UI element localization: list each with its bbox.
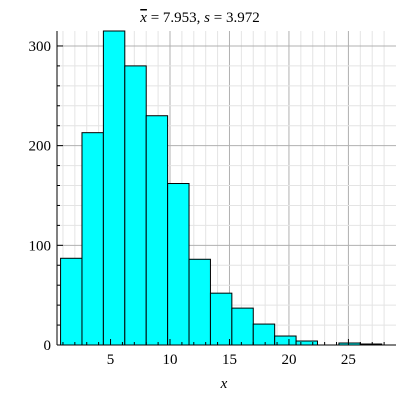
- x-axis-label: x: [220, 376, 228, 392]
- histogram-bar: [188, 258, 211, 346]
- y-tick-label: 0: [44, 338, 52, 354]
- histogram-bar: [145, 115, 169, 346]
- histogram-bar: [124, 65, 147, 346]
- x-tick-label: 25: [341, 352, 356, 368]
- mean-symbol: x: [139, 10, 147, 26]
- bars-layer: [60, 30, 383, 346]
- histogram-bar: [167, 183, 190, 346]
- chart-title: x = 7.953, s = 3.972: [139, 10, 259, 26]
- histogram-bar: [252, 323, 276, 346]
- histogram-bar: [231, 307, 254, 346]
- histogram-bar: [102, 30, 126, 346]
- y-tick-label: 100: [29, 238, 52, 254]
- text-layer: x = 7.953, s = 3.972 x 5 10 15 20 25 0 100 200 3…: [29, 10, 356, 392]
- histogram-bar: [81, 132, 104, 346]
- x-tick-label: 5: [107, 352, 115, 368]
- histogram-bar: [274, 335, 297, 346]
- x-tick-label: 15: [222, 352, 237, 368]
- histogram-bar: [60, 257, 83, 346]
- y-tick-label: 300: [29, 39, 52, 55]
- y-tick-label: 200: [29, 139, 52, 155]
- x-tick-label: 20: [281, 352, 296, 368]
- histogram-bar: [295, 340, 318, 346]
- axes-layer: [56, 31, 396, 346]
- x-tick-label: 10: [163, 352, 178, 368]
- mean-value: = 7.953,: [147, 10, 204, 26]
- histogram-bar: [209, 292, 233, 346]
- sd-symbol: s: [204, 10, 210, 26]
- sd-value: = 3.972: [210, 10, 260, 26]
